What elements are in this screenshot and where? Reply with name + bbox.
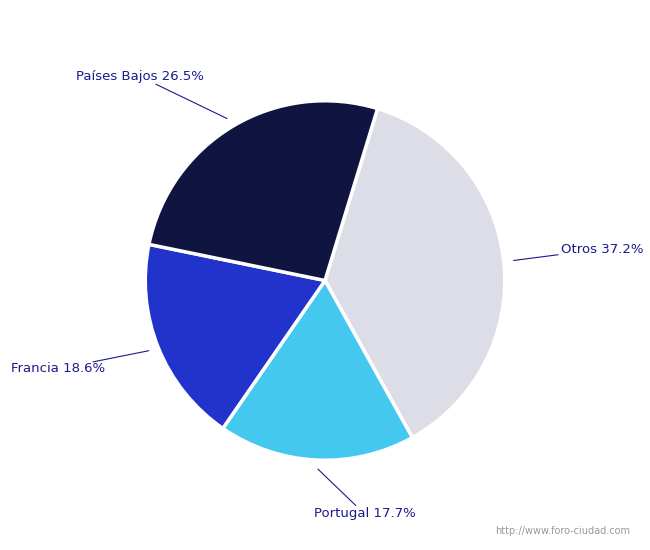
Text: Países Bajos 26.5%: Países Bajos 26.5% bbox=[76, 70, 227, 119]
Wedge shape bbox=[223, 280, 412, 460]
Wedge shape bbox=[325, 108, 505, 438]
Text: Fuente Obejuna - Turistas extranjeros según país - Octubre de 2024: Fuente Obejuna - Turistas extranjeros se… bbox=[76, 13, 574, 29]
Text: Otros 37.2%: Otros 37.2% bbox=[514, 243, 644, 261]
Text: Francia 18.6%: Francia 18.6% bbox=[10, 351, 149, 376]
Text: Portugal 17.7%: Portugal 17.7% bbox=[314, 469, 415, 520]
Text: http://www.foro-ciudad.com: http://www.foro-ciudad.com bbox=[495, 526, 630, 536]
Wedge shape bbox=[145, 244, 325, 428]
Wedge shape bbox=[149, 101, 378, 280]
